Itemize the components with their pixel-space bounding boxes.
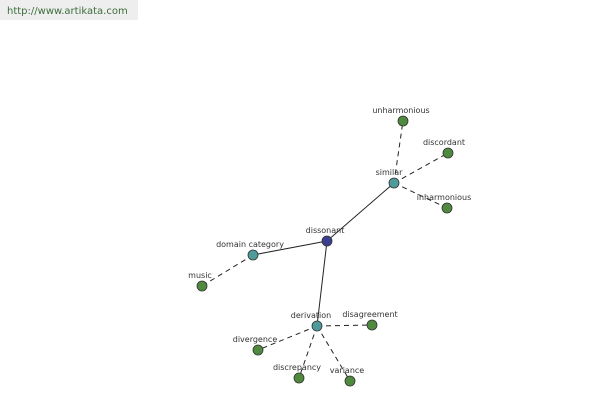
- edge: [316, 324, 373, 327]
- edge: [201, 254, 254, 287]
- node[interactable]: [388, 177, 400, 189]
- node-label[interactable]: similar: [376, 168, 404, 177]
- node-label[interactable]: dissonant: [306, 226, 345, 235]
- edge: [316, 325, 351, 382]
- edge: [393, 152, 449, 184]
- node-label[interactable]: derivation: [291, 311, 331, 320]
- node[interactable]: [344, 375, 356, 387]
- node[interactable]: [252, 344, 264, 356]
- edge: [393, 182, 448, 209]
- edge: [393, 120, 404, 184]
- node-label[interactable]: music: [188, 271, 212, 280]
- edge: [252, 240, 328, 256]
- nodes: [196, 115, 454, 387]
- node[interactable]: [293, 372, 305, 384]
- header-box: [0, 0, 138, 20]
- edge: [298, 325, 318, 379]
- node-label[interactable]: discordant: [423, 138, 465, 147]
- node-label[interactable]: disagreement: [342, 310, 397, 319]
- edge: [326, 182, 395, 242]
- node[interactable]: [441, 202, 453, 214]
- node[interactable]: [311, 320, 323, 332]
- node[interactable]: [196, 280, 208, 292]
- edges: [201, 120, 449, 382]
- node-label[interactable]: divergence: [233, 335, 278, 344]
- edge: [257, 325, 318, 351]
- header-url[interactable]: http://www.artikata.com: [7, 6, 128, 17]
- node[interactable]: [366, 319, 378, 331]
- node-label[interactable]: unharmonious: [372, 106, 429, 115]
- node-label[interactable]: domain category: [216, 240, 284, 249]
- node-label[interactable]: inharmonious: [417, 193, 472, 202]
- node[interactable]: [442, 147, 454, 159]
- node[interactable]: [397, 115, 409, 127]
- edge: [316, 240, 328, 327]
- labels: dissonant similar unharmonious discordan…: [188, 106, 471, 375]
- node-label[interactable]: discrepancy: [273, 363, 321, 372]
- node-label[interactable]: variance: [330, 366, 365, 375]
- node[interactable]: [321, 235, 333, 247]
- node[interactable]: [247, 249, 259, 261]
